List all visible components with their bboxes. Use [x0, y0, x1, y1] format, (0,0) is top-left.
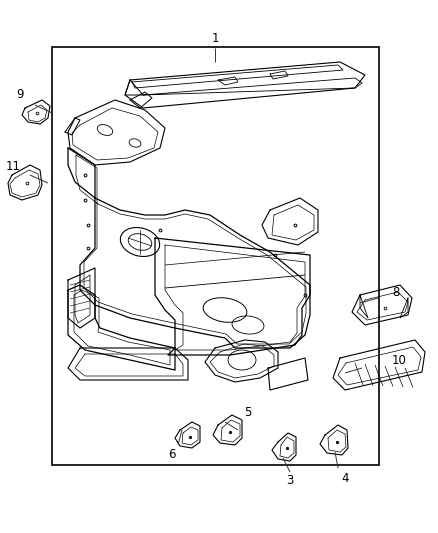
Text: 8: 8 [392, 286, 399, 298]
Text: 10: 10 [392, 353, 407, 367]
Text: 6: 6 [168, 448, 176, 462]
Text: 1: 1 [211, 31, 219, 44]
Text: 11: 11 [6, 160, 21, 174]
Text: 5: 5 [244, 406, 252, 418]
Text: 9: 9 [16, 88, 24, 101]
Bar [52, 47, 379, 465]
Text: 3: 3 [286, 473, 294, 487]
Text: 4: 4 [341, 472, 349, 484]
